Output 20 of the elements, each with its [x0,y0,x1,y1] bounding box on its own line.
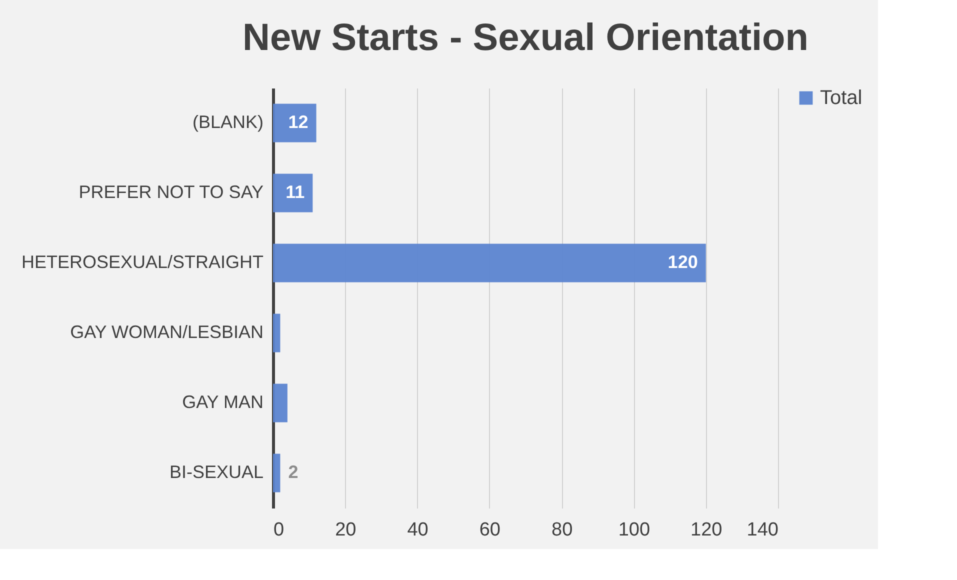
x-tick-label: 80 [552,520,573,540]
data-label: 2 [288,462,298,482]
legend-label: Total [820,87,862,109]
x-tick-label: 140 [746,520,778,540]
data-label: 120 [668,252,698,272]
x-tick-label: 100 [618,520,650,540]
data-label: 12 [288,112,308,132]
x-tick-label: 60 [479,520,500,540]
y-tick-label: PREFER NOT TO SAY [78,182,264,202]
chart-title: New Starts - Sexual Orientation [242,17,808,59]
x-tick-label: 120 [690,520,722,540]
y-tick-label: (BLANK) [192,112,264,132]
x-tick-label: 0 [274,520,284,540]
y-tick-label: BI-SEXUAL [169,462,264,482]
data-label: 11 [286,182,305,202]
y-tick-label: GAY MAN [182,392,264,412]
y-tick-label: HETEROSEXUAL/STRAIGHT [21,252,264,272]
x-tick-label: 40 [407,520,428,540]
y-tick-label: GAY WOMAN/LESBIAN [70,322,264,342]
x-tick-label: 20 [335,520,356,540]
